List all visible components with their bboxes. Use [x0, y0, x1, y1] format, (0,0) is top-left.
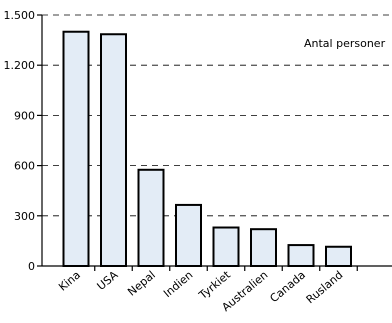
- bar: [62, 30, 90, 267]
- bar: [250, 228, 277, 267]
- x-tick-label: Kina: [56, 268, 83, 293]
- y-tick-label: 300: [14, 210, 35, 223]
- x-tick-label: Rusland: [304, 268, 346, 306]
- unit-label: Antal personer: [304, 37, 386, 50]
- x-tick-label: USA: [95, 268, 121, 293]
- x-tick-label: Nepal: [125, 268, 158, 298]
- bars: [62, 30, 352, 268]
- y-tick-label: 1.200: [4, 59, 36, 72]
- bar: [137, 168, 165, 268]
- bar: [325, 245, 352, 268]
- y-ticks: 0 300 600 900 1.200 1.500: [4, 9, 42, 273]
- bar: [287, 244, 315, 267]
- bar: [100, 33, 127, 267]
- x-tick-label: Indien: [161, 268, 195, 300]
- y-tick-label: 600: [14, 160, 35, 173]
- bar: [212, 226, 240, 268]
- x-tick-label: Canada: [268, 268, 308, 305]
- axes: [41, 15, 392, 267]
- x-ticks: Kina USA Nepal Indien TyrkietAustralienCanad…: [56, 266, 358, 314]
- y-tick-label: 900: [14, 109, 35, 122]
- bar: [175, 203, 202, 268]
- y-tick-label: 1.500: [4, 9, 36, 22]
- y-tick-label: 0: [28, 260, 35, 273]
